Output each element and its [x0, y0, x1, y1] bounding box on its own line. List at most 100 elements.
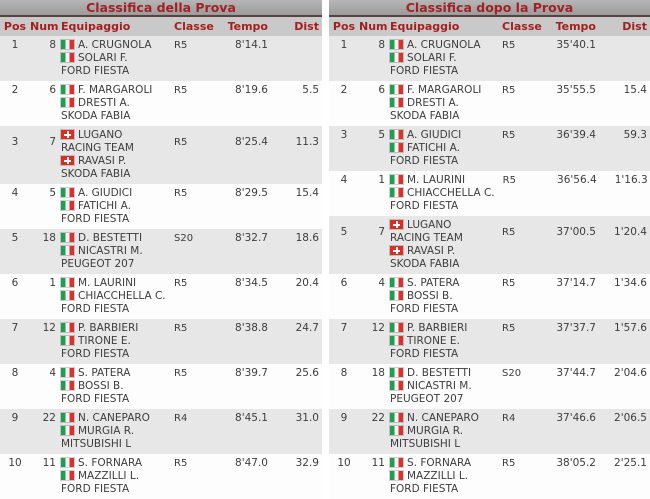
car-number-cell: 4 [378, 277, 385, 289]
codriver-line: SOLARI F. [385, 52, 494, 65]
gap-cell: 59.3 [623, 129, 647, 141]
class-cell: R5 [502, 85, 516, 96]
italy-flag-icon [61, 40, 74, 49]
class-cell: R5 [174, 136, 188, 148]
driver-name: D. BESTETTI [407, 367, 472, 379]
table-title: Classifica della Prova [0, 0, 322, 17]
car-name: FORD FIESTA [390, 155, 459, 167]
driver-name: M. LAURINI [407, 174, 466, 186]
time-cell: 36'56.4 [557, 174, 597, 186]
car-number-cell: 8 [378, 39, 385, 51]
gap-cell: 31.0 [295, 412, 319, 424]
driver-line: S. FORNARA [56, 457, 166, 470]
driver-name: A. CRUGNOLA [78, 39, 152, 51]
codriver-name: MAZZILLI L. [407, 470, 469, 482]
gap-cell: 1'20.4 [614, 225, 647, 238]
class-cell: S20 [502, 368, 522, 379]
car-name: PEUGEOT 207 [61, 258, 135, 270]
italy-flag-icon [390, 323, 403, 332]
driver-line: M. LAURINI [385, 174, 495, 187]
driver-name: F. MARGAROLI [78, 84, 153, 96]
class-cell: R5 [174, 85, 188, 96]
italy-flag-icon [61, 291, 74, 300]
car-name: FORD FIESTA [390, 348, 459, 360]
column-header-equipaggio: Equipaggio [390, 20, 460, 33]
driver-line: P. BARBIERI [385, 322, 494, 335]
table-header-row: Pos Num Equipaggio Classe Tempo Dist [329, 17, 650, 36]
driver-name: A. GIUDICI [407, 129, 462, 141]
column-header-equipaggio: Equipaggio [61, 20, 131, 33]
italy-flag-icon [61, 201, 74, 210]
codriver-line: NICASTRI M. [385, 380, 494, 393]
codriver-name: BOSSI B. [78, 380, 124, 392]
gap-cell: 1'57.6 [614, 322, 647, 334]
time-cell: 8'25.4 [235, 135, 268, 148]
codriver-line: TIRONE E. [56, 335, 166, 348]
car-number-cell: 22 [42, 412, 56, 424]
result-row: 6 1 M. LAURINI R5 8'34.5 20.4 CHIACCHELL… [0, 274, 322, 319]
class-cell: R5 [502, 458, 516, 469]
table-body: 1 8 A. CRUGNOLA R5 8'14.1 SOLARI F. FORD… [0, 36, 322, 499]
result-row: 5 7 LUGANO RACING TEAM R5 37'00.5 1'20.4… [329, 216, 650, 274]
codriver-line: MAZZILLI L. [56, 470, 166, 483]
driver-line: S. PATERA [385, 277, 494, 290]
italy-flag-icon [61, 246, 74, 255]
position-cell: 1 [11, 39, 19, 51]
italy-flag-icon [61, 413, 74, 422]
italy-flag-icon [390, 143, 403, 152]
codriver-line: SOLARI F. [56, 52, 166, 65]
codriver-line: FATICHI A. [56, 200, 166, 213]
italy-flag-icon [390, 426, 403, 435]
driver-name: P. BARBIERI [78, 322, 139, 334]
position-cell: 8 [11, 367, 19, 379]
italy-flag-icon [61, 53, 74, 62]
driver-line: A. GIUDICI [56, 187, 166, 200]
result-row: 7 12 P. BARBIERI R5 37'37.7 1'57.6 TIRON… [329, 319, 650, 364]
italy-flag-icon [61, 85, 74, 94]
position-cell: 5 [11, 232, 19, 244]
gap-cell: 32.9 [295, 457, 319, 469]
result-row: 6 4 S. PATERA R5 37'14.7 1'34.6 BOSSI B.… [329, 274, 650, 319]
driver-name: N. CANEPARO [78, 412, 150, 424]
codriver-name: FATICHI A. [407, 142, 460, 154]
class-cell: R5 [502, 323, 516, 334]
class-cell: R5 [502, 278, 516, 289]
time-cell: 37'46.6 [556, 412, 596, 424]
position-cell: 9 [11, 412, 19, 424]
column-header-pos: Pos [332, 20, 356, 33]
italy-flag-icon [61, 368, 74, 377]
table-body: 1 8 A. CRUGNOLA R5 35'40.1 SOLARI F. FOR… [329, 36, 650, 499]
driver-line: N. CANEPARO [56, 412, 166, 425]
car-number-cell: 22 [371, 412, 385, 424]
gap-cell: 15.4 [295, 187, 319, 199]
driver-line: A. CRUGNOLA [385, 39, 494, 52]
gap-cell: 1'16.3 [614, 174, 648, 186]
driver-line: LUGANO RACING TEAM [385, 219, 494, 245]
car-number-cell: 11 [42, 457, 56, 469]
time-cell: 37'00.5 [556, 225, 596, 238]
time-cell: 37'44.7 [556, 367, 596, 379]
position-cell: 10 [8, 457, 22, 469]
result-row: 3 7 LUGANO RACING TEAM R5 8'25.4 11.3 RA… [0, 126, 322, 184]
switzerland-flag-icon [390, 246, 403, 255]
position-cell: 1 [340, 39, 348, 51]
column-header-num: Num [359, 20, 388, 33]
switzerland-flag-icon [61, 130, 74, 139]
car-name: MITSUBISHI L [390, 438, 461, 450]
gap-cell: 20.4 [295, 277, 319, 289]
position-cell: 9 [340, 412, 348, 424]
italy-flag-icon [390, 130, 403, 139]
driver-name: F. MARGAROLI [407, 84, 482, 96]
italy-flag-icon [390, 368, 403, 377]
time-cell: 8'45.1 [235, 412, 268, 424]
car-number-cell: 7 [49, 135, 56, 148]
driver-line: A. CRUGNOLA [56, 39, 166, 52]
time-cell: 8'34.5 [235, 277, 268, 289]
driver-name: P. BARBIERI [407, 322, 468, 334]
position-cell: 2 [340, 84, 348, 96]
position-cell: 2 [11, 84, 19, 96]
class-cell: R5 [174, 40, 188, 51]
time-cell: 37'14.7 [556, 277, 596, 289]
class-cell: S20 [174, 233, 194, 244]
driver-line: S. FORNARA [385, 457, 494, 470]
